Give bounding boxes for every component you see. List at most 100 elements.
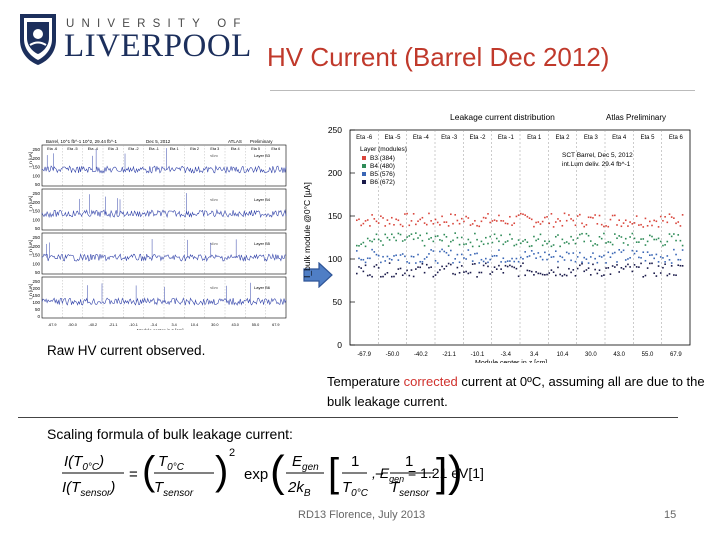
data-point [646,224,649,227]
data-point [467,217,470,219]
data-point [572,219,575,222]
data-point [557,260,559,263]
data-point [572,252,575,254]
data-point [675,239,677,242]
section-divider [18,417,678,418]
data-point [572,239,575,241]
data-point [533,225,535,228]
panel-tick: 50 [35,307,41,312]
eta-label: Eta 6 [271,147,280,151]
panel-tick: 150 [32,209,40,214]
data-point [677,234,680,236]
data-point [596,261,599,264]
svg-text:): ) [215,449,228,493]
data-point [434,274,437,276]
data-point [550,213,553,215]
right-arrow-icon [303,262,333,288]
data-point [631,270,634,273]
data-point [631,232,634,235]
x-tick-label: 67.9 [670,352,682,358]
data-point [535,221,537,224]
eta-label: Eta -2 [128,147,138,151]
data-point [554,221,557,223]
data-point [463,220,465,223]
data-point [642,275,645,278]
data-point [533,274,535,276]
data-point [638,224,640,226]
data-point [664,244,666,246]
data-point [561,224,564,227]
data-point [579,264,581,267]
data-point [651,235,653,238]
data-point [382,275,384,278]
data-point [404,213,406,215]
egen-value: , Egen = 1.21 eV[1] [372,465,484,484]
data-point [500,219,502,222]
data-point [681,249,684,251]
raw-trace [41,165,287,174]
data-point [579,251,581,254]
data-point [561,238,564,241]
data-point [535,239,537,242]
data-point [563,259,566,261]
panel-ylabel: I_n [uA] [28,196,33,212]
data-point [452,262,454,264]
data-point [677,221,680,223]
data-point [425,223,428,226]
data-point [456,253,459,256]
data-point [382,255,384,258]
data-point [618,271,620,273]
data-point [649,254,651,257]
data-point [666,255,669,257]
data-point [369,225,371,227]
data-point [528,255,531,257]
data-point [474,262,476,265]
data-point [668,213,671,215]
data-point [600,237,603,240]
eta-label: Eta 3 [584,135,599,141]
data-point [382,244,384,246]
data-point [574,242,577,245]
layer-label: Layer B6 [254,285,271,290]
data-point [520,242,522,245]
data-point [614,266,616,268]
data-point [565,251,568,254]
data-point [373,218,376,220]
data-point [491,255,494,258]
data-point [428,266,430,269]
data-point [554,274,557,277]
data-point [583,240,586,243]
data-point [469,241,472,244]
data-point [397,268,400,270]
layer-label: Layer B4 [254,197,271,202]
raw-trace [41,253,287,263]
data-point [524,251,526,253]
data-point [651,254,653,256]
data-point [600,275,603,277]
mean-label: <I>= [210,285,219,290]
data-point [605,225,607,227]
data-point [430,266,432,268]
svg-text:(: ( [270,447,285,496]
data-point [415,268,417,270]
data-point [485,217,487,219]
data-point [640,262,642,265]
data-point [574,224,577,227]
data-point [511,224,513,226]
data-point [371,248,373,251]
lhs-denominator: I(Tsensor) [62,479,115,499]
x-tick-label: 67.9 [272,323,279,327]
data-point [574,260,577,263]
eta-label: Eta 3 [210,147,219,151]
x-tick-label: -10.1 [129,323,138,327]
x-tick-label: 55.0 [252,323,259,327]
data-point [434,235,437,238]
data-point [445,236,448,238]
data-point [415,232,417,234]
data-point [395,254,397,257]
data-point [522,258,524,260]
data-point [579,213,581,216]
data-point [633,264,636,266]
x-tick-label: 10.4 [191,323,198,327]
university-logo: UNIVERSITY OF LIVERPOOL [18,12,251,70]
